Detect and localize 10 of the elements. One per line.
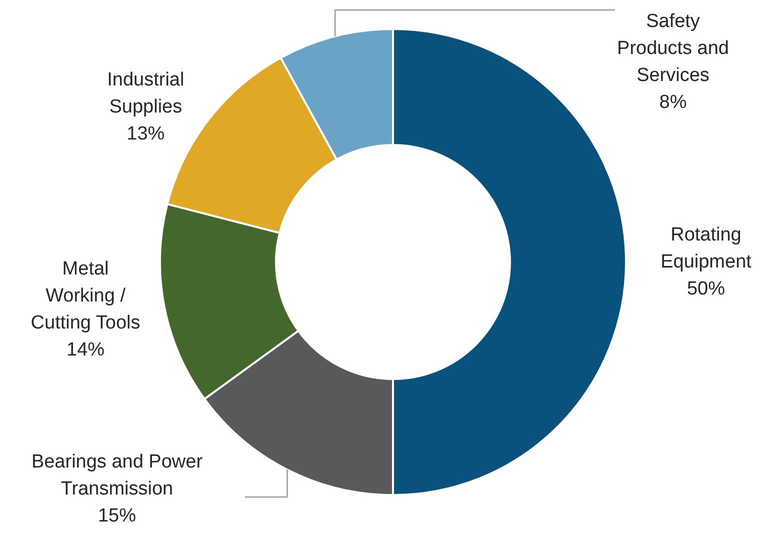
slice-label: Safety Products and Services <box>617 11 729 86</box>
slice-label: Rotating Equipment <box>660 224 752 272</box>
slice-label: Metal Working / Cutting Tools <box>30 258 140 334</box>
slice-label: Industrial Supplies <box>107 69 184 118</box>
slice-label: Bearings and Power Transmission <box>31 452 204 500</box>
data-label: 15% <box>98 506 136 526</box>
data-label: 8% <box>659 92 687 113</box>
data-label: 14% <box>66 339 105 360</box>
data-label: 13% <box>126 123 165 144</box>
data-label: 50% <box>686 278 726 300</box>
